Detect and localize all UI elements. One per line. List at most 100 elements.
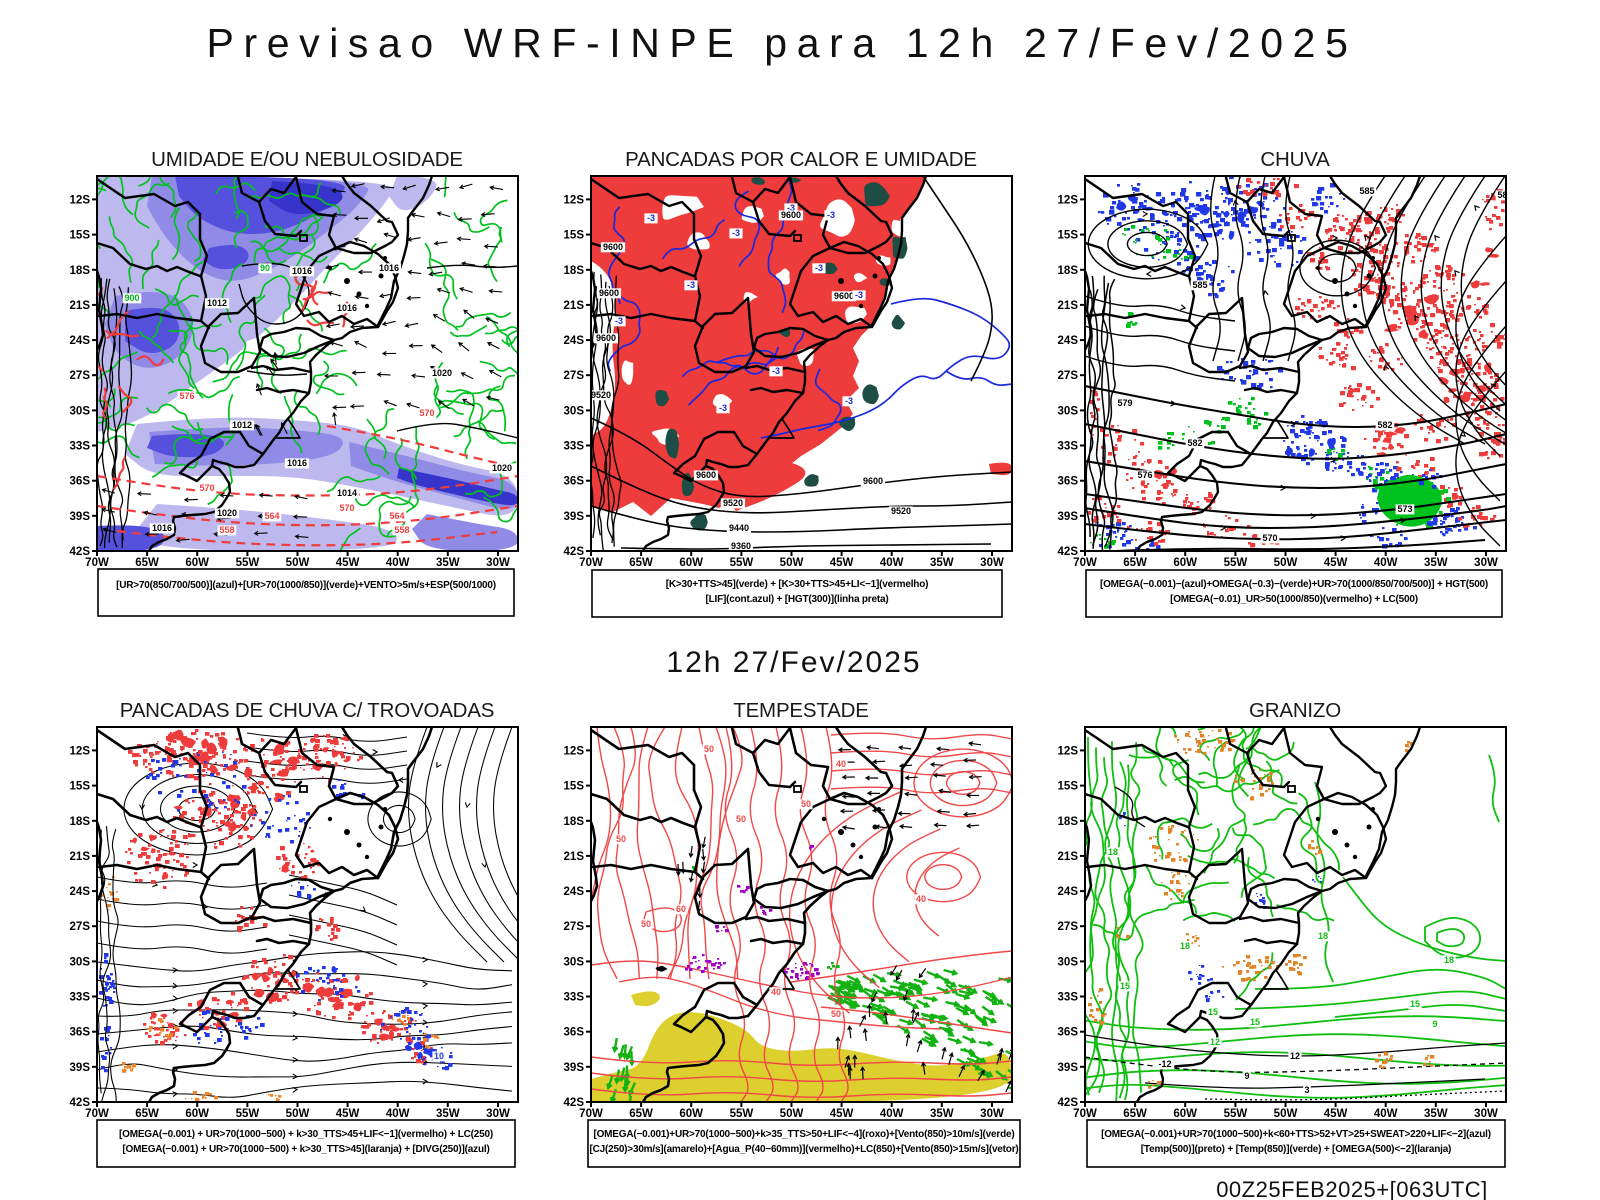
- svg-text:65W: 65W: [1123, 557, 1147, 569]
- svg-text:9600: 9600: [863, 476, 883, 486]
- svg-text:12S: 12S: [564, 194, 585, 206]
- svg-text:50W: 50W: [286, 1108, 310, 1120]
- svg-text:24S: 24S: [564, 886, 585, 898]
- svg-text:30W: 30W: [486, 557, 510, 569]
- svg-text:585: 585: [1359, 186, 1374, 196]
- svg-text:55W: 55W: [730, 557, 754, 569]
- svg-text:70W: 70W: [85, 1108, 109, 1120]
- svg-text:1012: 1012: [232, 420, 252, 430]
- svg-text:1016: 1016: [292, 266, 312, 276]
- svg-text:1016: 1016: [337, 303, 357, 313]
- svg-text:30S: 30S: [70, 956, 91, 968]
- svg-text:-12: -12: [1158, 1059, 1171, 1069]
- svg-text:21S: 21S: [70, 300, 91, 312]
- svg-text:1020: 1020: [432, 368, 452, 378]
- svg-text:UMIDADE E/OU NEBULOSIDADE: UMIDADE E/OU NEBULOSIDADE: [151, 148, 463, 171]
- svg-text:40W: 40W: [880, 1108, 904, 1120]
- svg-text:18S: 18S: [70, 816, 91, 828]
- svg-text:558: 558: [394, 525, 409, 535]
- svg-text:GRANIZO: GRANIZO: [1249, 699, 1341, 722]
- svg-text:9520: 9520: [591, 390, 611, 400]
- svg-text:30S: 30S: [564, 405, 585, 417]
- svg-text:40W: 40W: [386, 557, 410, 569]
- svg-text:45W: 45W: [830, 557, 854, 569]
- svg-text:564: 564: [264, 511, 279, 521]
- svg-text:60W: 60W: [679, 557, 703, 569]
- svg-text:24S: 24S: [564, 335, 585, 347]
- svg-text:21S: 21S: [70, 851, 91, 863]
- svg-text:65W: 65W: [1123, 1108, 1147, 1120]
- svg-text:30W: 30W: [1474, 1108, 1498, 1120]
- svg-text:9600: 9600: [696, 470, 716, 480]
- svg-text:15S: 15S: [70, 230, 91, 242]
- svg-text:45W: 45W: [1324, 1108, 1348, 1120]
- svg-text:39S: 39S: [70, 1062, 91, 1074]
- svg-text:-3: -3: [827, 210, 835, 220]
- svg-text:50W: 50W: [1274, 557, 1298, 569]
- svg-text:40: 40: [836, 759, 846, 769]
- svg-text:27S: 27S: [564, 370, 585, 382]
- svg-text:27S: 27S: [70, 370, 91, 382]
- svg-text:30W: 30W: [1474, 557, 1498, 569]
- svg-text:50W: 50W: [780, 557, 804, 569]
- svg-text:15: 15: [1250, 1017, 1260, 1027]
- svg-text:CHUVA: CHUVA: [1260, 148, 1330, 171]
- svg-text:65W: 65W: [629, 1108, 653, 1120]
- svg-text:36S: 36S: [1058, 476, 1079, 488]
- svg-text:45W: 45W: [1324, 557, 1348, 569]
- svg-text:558: 558: [219, 525, 234, 535]
- svg-text:-3: -3: [787, 203, 795, 213]
- svg-text:55W: 55W: [1224, 1108, 1248, 1120]
- svg-text:-3: -3: [732, 228, 740, 238]
- svg-text:30S: 30S: [564, 956, 585, 968]
- svg-text:[OMEGA(−0.001)+UR>70(1000−500): [OMEGA(−0.001)+UR>70(1000−500)+k>35_TTS>…: [593, 1129, 1014, 1140]
- svg-text:1016: 1016: [152, 523, 172, 533]
- svg-text:15: 15: [1208, 1007, 1218, 1017]
- svg-text:564: 564: [389, 511, 404, 521]
- svg-text:-3: -3: [615, 316, 623, 326]
- svg-text:PANCADAS POR CALOR E UMIDADE: PANCADAS POR CALOR E UMIDADE: [625, 148, 977, 171]
- svg-text:40W: 40W: [880, 557, 904, 569]
- svg-text:9600: 9600: [781, 210, 801, 220]
- svg-text:33S: 33S: [1058, 992, 1079, 1004]
- svg-text:18: 18: [1444, 955, 1454, 965]
- svg-text:18S: 18S: [1058, 816, 1079, 828]
- svg-text:582: 582: [1187, 438, 1202, 448]
- svg-text:-3: -3: [772, 366, 780, 376]
- svg-text:-3: -3: [855, 290, 863, 300]
- svg-text:[OMEGA(−0.001)−(azul)+OMEGA(−0: [OMEGA(−0.001)−(azul)+OMEGA(−0.3)−(verde…: [1100, 579, 1488, 590]
- svg-text:30S: 30S: [1058, 956, 1079, 968]
- svg-text:45W: 45W: [336, 557, 360, 569]
- svg-text:[Temp(500)](preto) + [Temp(8: [Temp(500)](preto) + [Temp(850)](verde) …: [1141, 1144, 1451, 1155]
- svg-text:585: 585: [1192, 280, 1207, 290]
- svg-text:12S: 12S: [1058, 194, 1079, 206]
- svg-text:50: 50: [616, 834, 626, 844]
- svg-text:12S: 12S: [1058, 745, 1079, 757]
- svg-text:579: 579: [1117, 398, 1132, 408]
- svg-text:42S: 42S: [70, 546, 91, 558]
- svg-text:18S: 18S: [564, 816, 585, 828]
- svg-text:27S: 27S: [70, 921, 91, 933]
- svg-text:70W: 70W: [579, 1108, 603, 1120]
- svg-text:42S: 42S: [564, 1097, 585, 1109]
- svg-text:35W: 35W: [1424, 557, 1448, 569]
- svg-text:24S: 24S: [1058, 886, 1079, 898]
- svg-text:-3: -3: [719, 403, 727, 413]
- svg-text:1020: 1020: [492, 463, 512, 473]
- svg-text:18S: 18S: [564, 265, 585, 277]
- svg-text:30W: 30W: [980, 1108, 1004, 1120]
- svg-text:50W: 50W: [1274, 1108, 1298, 1120]
- svg-text:50: 50: [704, 744, 714, 754]
- svg-text:50: 50: [801, 799, 811, 809]
- svg-text:35W: 35W: [930, 1108, 954, 1120]
- svg-text:30S: 30S: [1058, 405, 1079, 417]
- svg-text:1020: 1020: [217, 508, 237, 518]
- svg-text:70W: 70W: [1073, 557, 1097, 569]
- svg-text:42S: 42S: [564, 546, 585, 558]
- svg-text:36S: 36S: [564, 476, 585, 488]
- svg-text:39S: 39S: [70, 511, 91, 523]
- svg-text:21S: 21S: [1058, 300, 1079, 312]
- svg-text:9: 9: [1432, 1019, 1437, 1029]
- svg-text:33S: 33S: [70, 441, 91, 453]
- svg-text:35W: 35W: [436, 1108, 460, 1120]
